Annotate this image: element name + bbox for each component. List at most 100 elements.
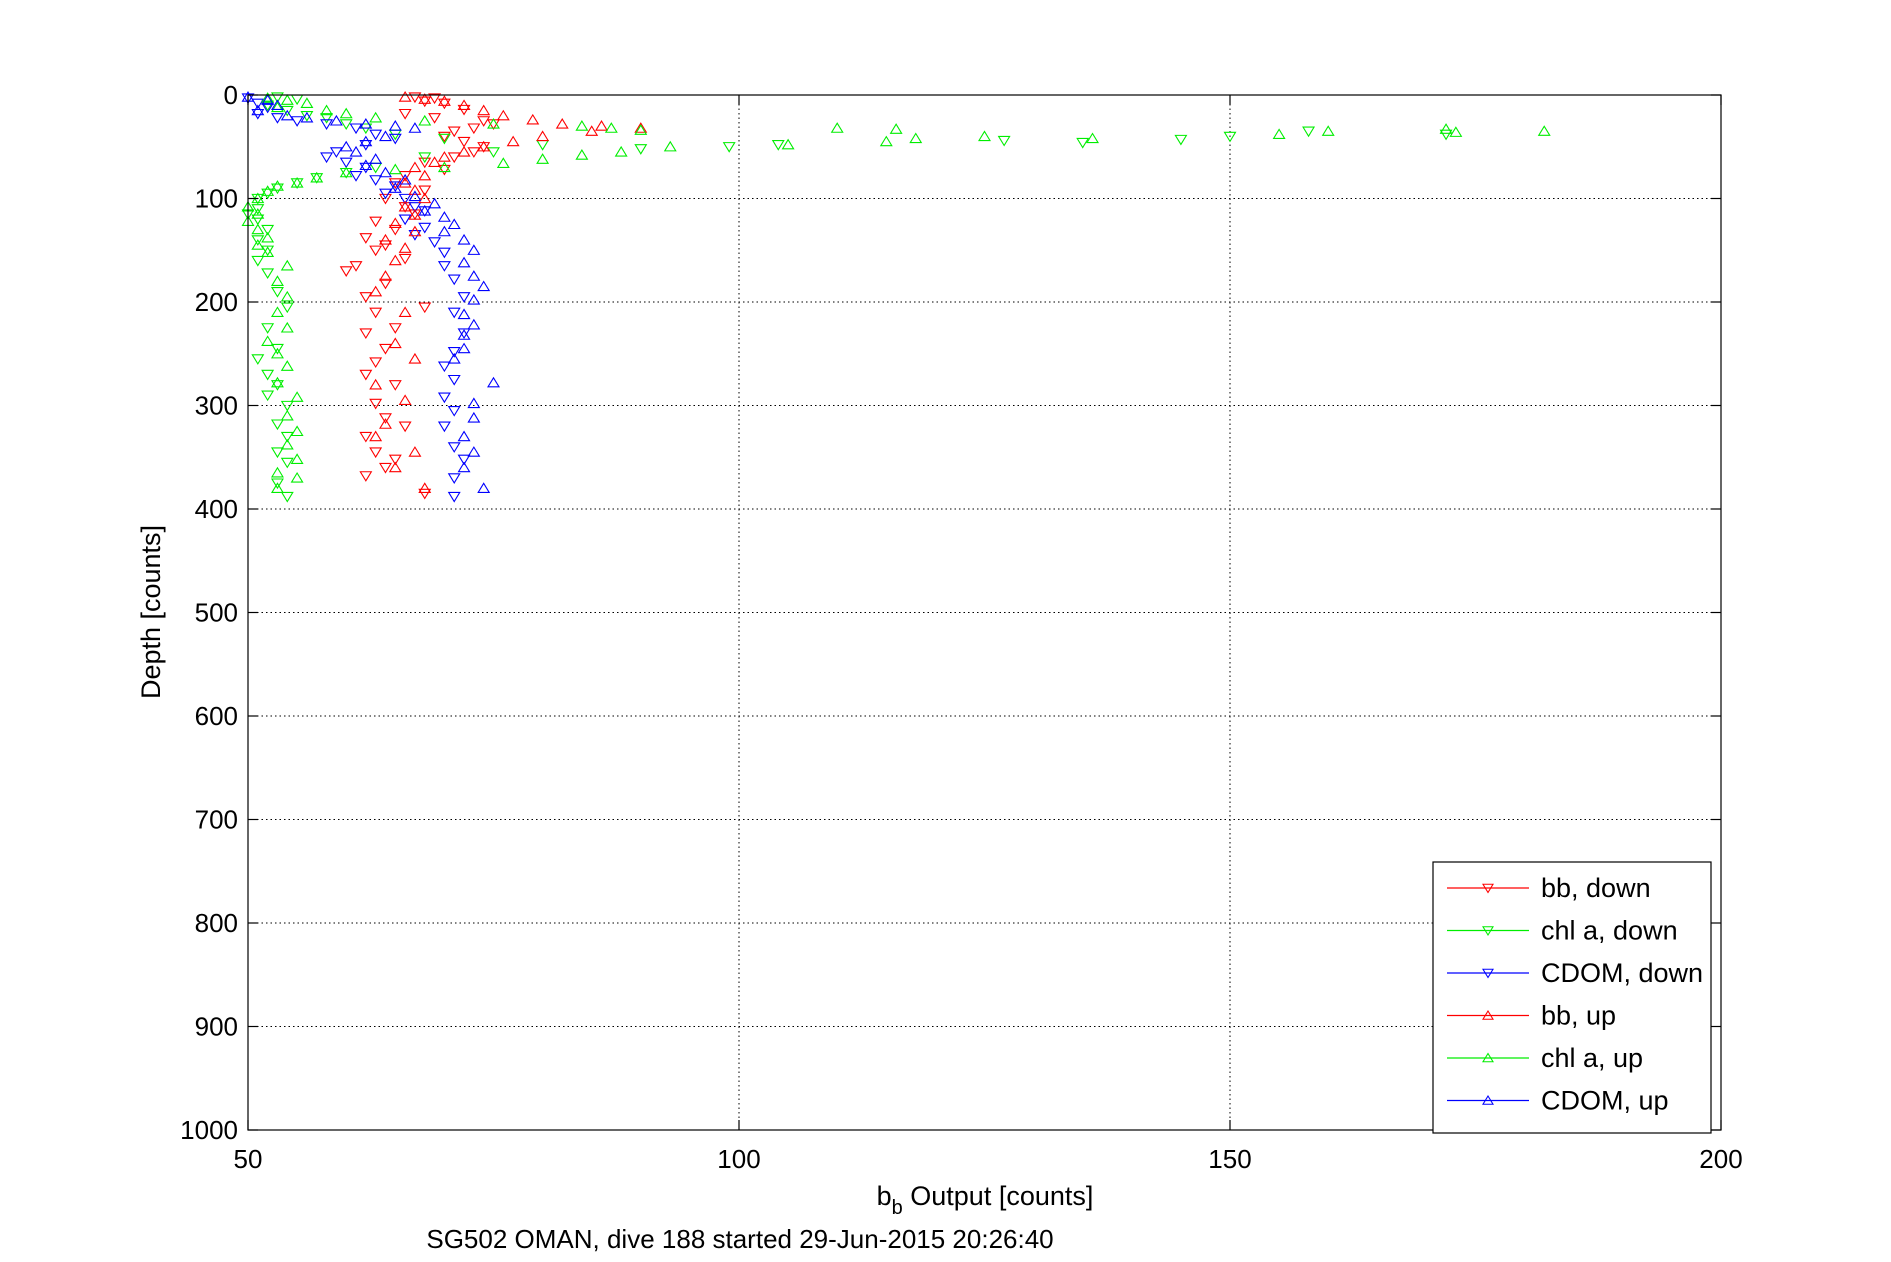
data-point bbox=[280, 109, 294, 121]
data-point bbox=[300, 111, 314, 122]
legend-label: chl a, down bbox=[1541, 916, 1678, 946]
data-point bbox=[418, 482, 432, 493]
data-point bbox=[437, 98, 451, 110]
data-point bbox=[771, 140, 785, 151]
data-point bbox=[398, 171, 412, 182]
legend-item: CDOM, down bbox=[1447, 958, 1703, 988]
data-point bbox=[418, 185, 432, 197]
data-point bbox=[634, 144, 648, 155]
data-point bbox=[388, 380, 402, 391]
data-point bbox=[496, 109, 510, 121]
data-point bbox=[447, 374, 461, 386]
data-point bbox=[251, 354, 265, 365]
data-point bbox=[241, 93, 255, 105]
data-point bbox=[270, 447, 284, 459]
data-point bbox=[437, 211, 451, 222]
data-point bbox=[280, 105, 294, 117]
data-point bbox=[428, 93, 442, 105]
data-point bbox=[280, 290, 294, 302]
data-point bbox=[1449, 126, 1463, 137]
data-point bbox=[398, 173, 412, 185]
data-point bbox=[408, 190, 422, 202]
data-point bbox=[359, 471, 373, 482]
legend-marker bbox=[1482, 926, 1494, 937]
data-point bbox=[261, 268, 275, 280]
data-point bbox=[280, 360, 294, 371]
data-point bbox=[300, 111, 314, 123]
data-point bbox=[467, 397, 481, 409]
data-point bbox=[251, 223, 265, 235]
axis-ticks: 50 100 150 200 0 100 200 300 400 500 600 700 800 900 1… bbox=[180, 80, 1743, 1174]
data-point bbox=[388, 182, 402, 193]
data-point bbox=[487, 147, 500, 158]
data-point bbox=[457, 136, 471, 148]
data-point bbox=[261, 246, 275, 257]
data-point bbox=[369, 111, 383, 123]
data-point bbox=[379, 233, 392, 245]
x-tick-label: 200 bbox=[1699, 1144, 1742, 1174]
data-point bbox=[398, 394, 412, 406]
data-point bbox=[398, 253, 412, 265]
data-point bbox=[536, 130, 550, 142]
data-point bbox=[447, 491, 461, 503]
data-point bbox=[437, 261, 451, 272]
data-point bbox=[496, 157, 510, 168]
data-point bbox=[349, 171, 363, 182]
data-point bbox=[418, 169, 432, 181]
data-point bbox=[398, 108, 412, 120]
data-point bbox=[280, 457, 294, 469]
series-5 bbox=[241, 91, 500, 493]
data-point bbox=[270, 376, 284, 388]
y-tick-label: 700 bbox=[195, 805, 238, 835]
data-point bbox=[447, 274, 461, 286]
x-tick-label: 150 bbox=[1208, 1144, 1251, 1174]
data-point bbox=[398, 242, 412, 253]
data-point bbox=[261, 335, 275, 347]
data-point bbox=[398, 193, 412, 205]
data-point bbox=[280, 400, 294, 412]
data-point bbox=[251, 208, 265, 219]
y-axis-label: Depth [counts] bbox=[136, 525, 166, 699]
data-point bbox=[388, 224, 402, 236]
data-point bbox=[447, 473, 461, 484]
data-point bbox=[437, 421, 451, 433]
data-point bbox=[457, 461, 471, 473]
data-point bbox=[339, 140, 353, 152]
data-point bbox=[280, 302, 294, 314]
data-point bbox=[467, 123, 481, 135]
data-point bbox=[270, 286, 284, 298]
data-point bbox=[280, 491, 294, 503]
data-point bbox=[290, 453, 304, 464]
data-point bbox=[634, 124, 648, 135]
data-point bbox=[978, 130, 991, 142]
x-tick-label: 100 bbox=[717, 1144, 760, 1174]
data-point bbox=[270, 306, 284, 318]
data-point bbox=[477, 140, 491, 152]
data-point bbox=[447, 347, 461, 358]
data-point bbox=[437, 392, 451, 404]
data-point bbox=[437, 131, 451, 143]
data-point bbox=[477, 104, 491, 116]
legend-marker bbox=[1482, 883, 1494, 894]
data-point bbox=[251, 98, 265, 110]
data-point bbox=[379, 270, 392, 281]
data-point bbox=[457, 308, 471, 320]
legend-item: chl a, up bbox=[1447, 1043, 1643, 1073]
data-point bbox=[408, 184, 422, 195]
data-point bbox=[398, 421, 412, 433]
data-point bbox=[369, 447, 383, 459]
x-axis-label-rest: Output [counts] bbox=[903, 1181, 1094, 1211]
data-point bbox=[261, 94, 275, 105]
data-point bbox=[1223, 131, 1237, 143]
data-point bbox=[261, 102, 275, 114]
data-point bbox=[585, 125, 599, 136]
data-point bbox=[369, 245, 383, 257]
legend-label: CDOM, down bbox=[1541, 958, 1703, 988]
data-point bbox=[388, 323, 402, 334]
data-point bbox=[467, 446, 481, 457]
y-tick-label: 900 bbox=[195, 1012, 238, 1042]
data-point bbox=[270, 482, 284, 493]
data-point bbox=[379, 418, 392, 429]
x-axis-label-subscript: b bbox=[892, 1197, 903, 1219]
data-point bbox=[251, 104, 265, 116]
